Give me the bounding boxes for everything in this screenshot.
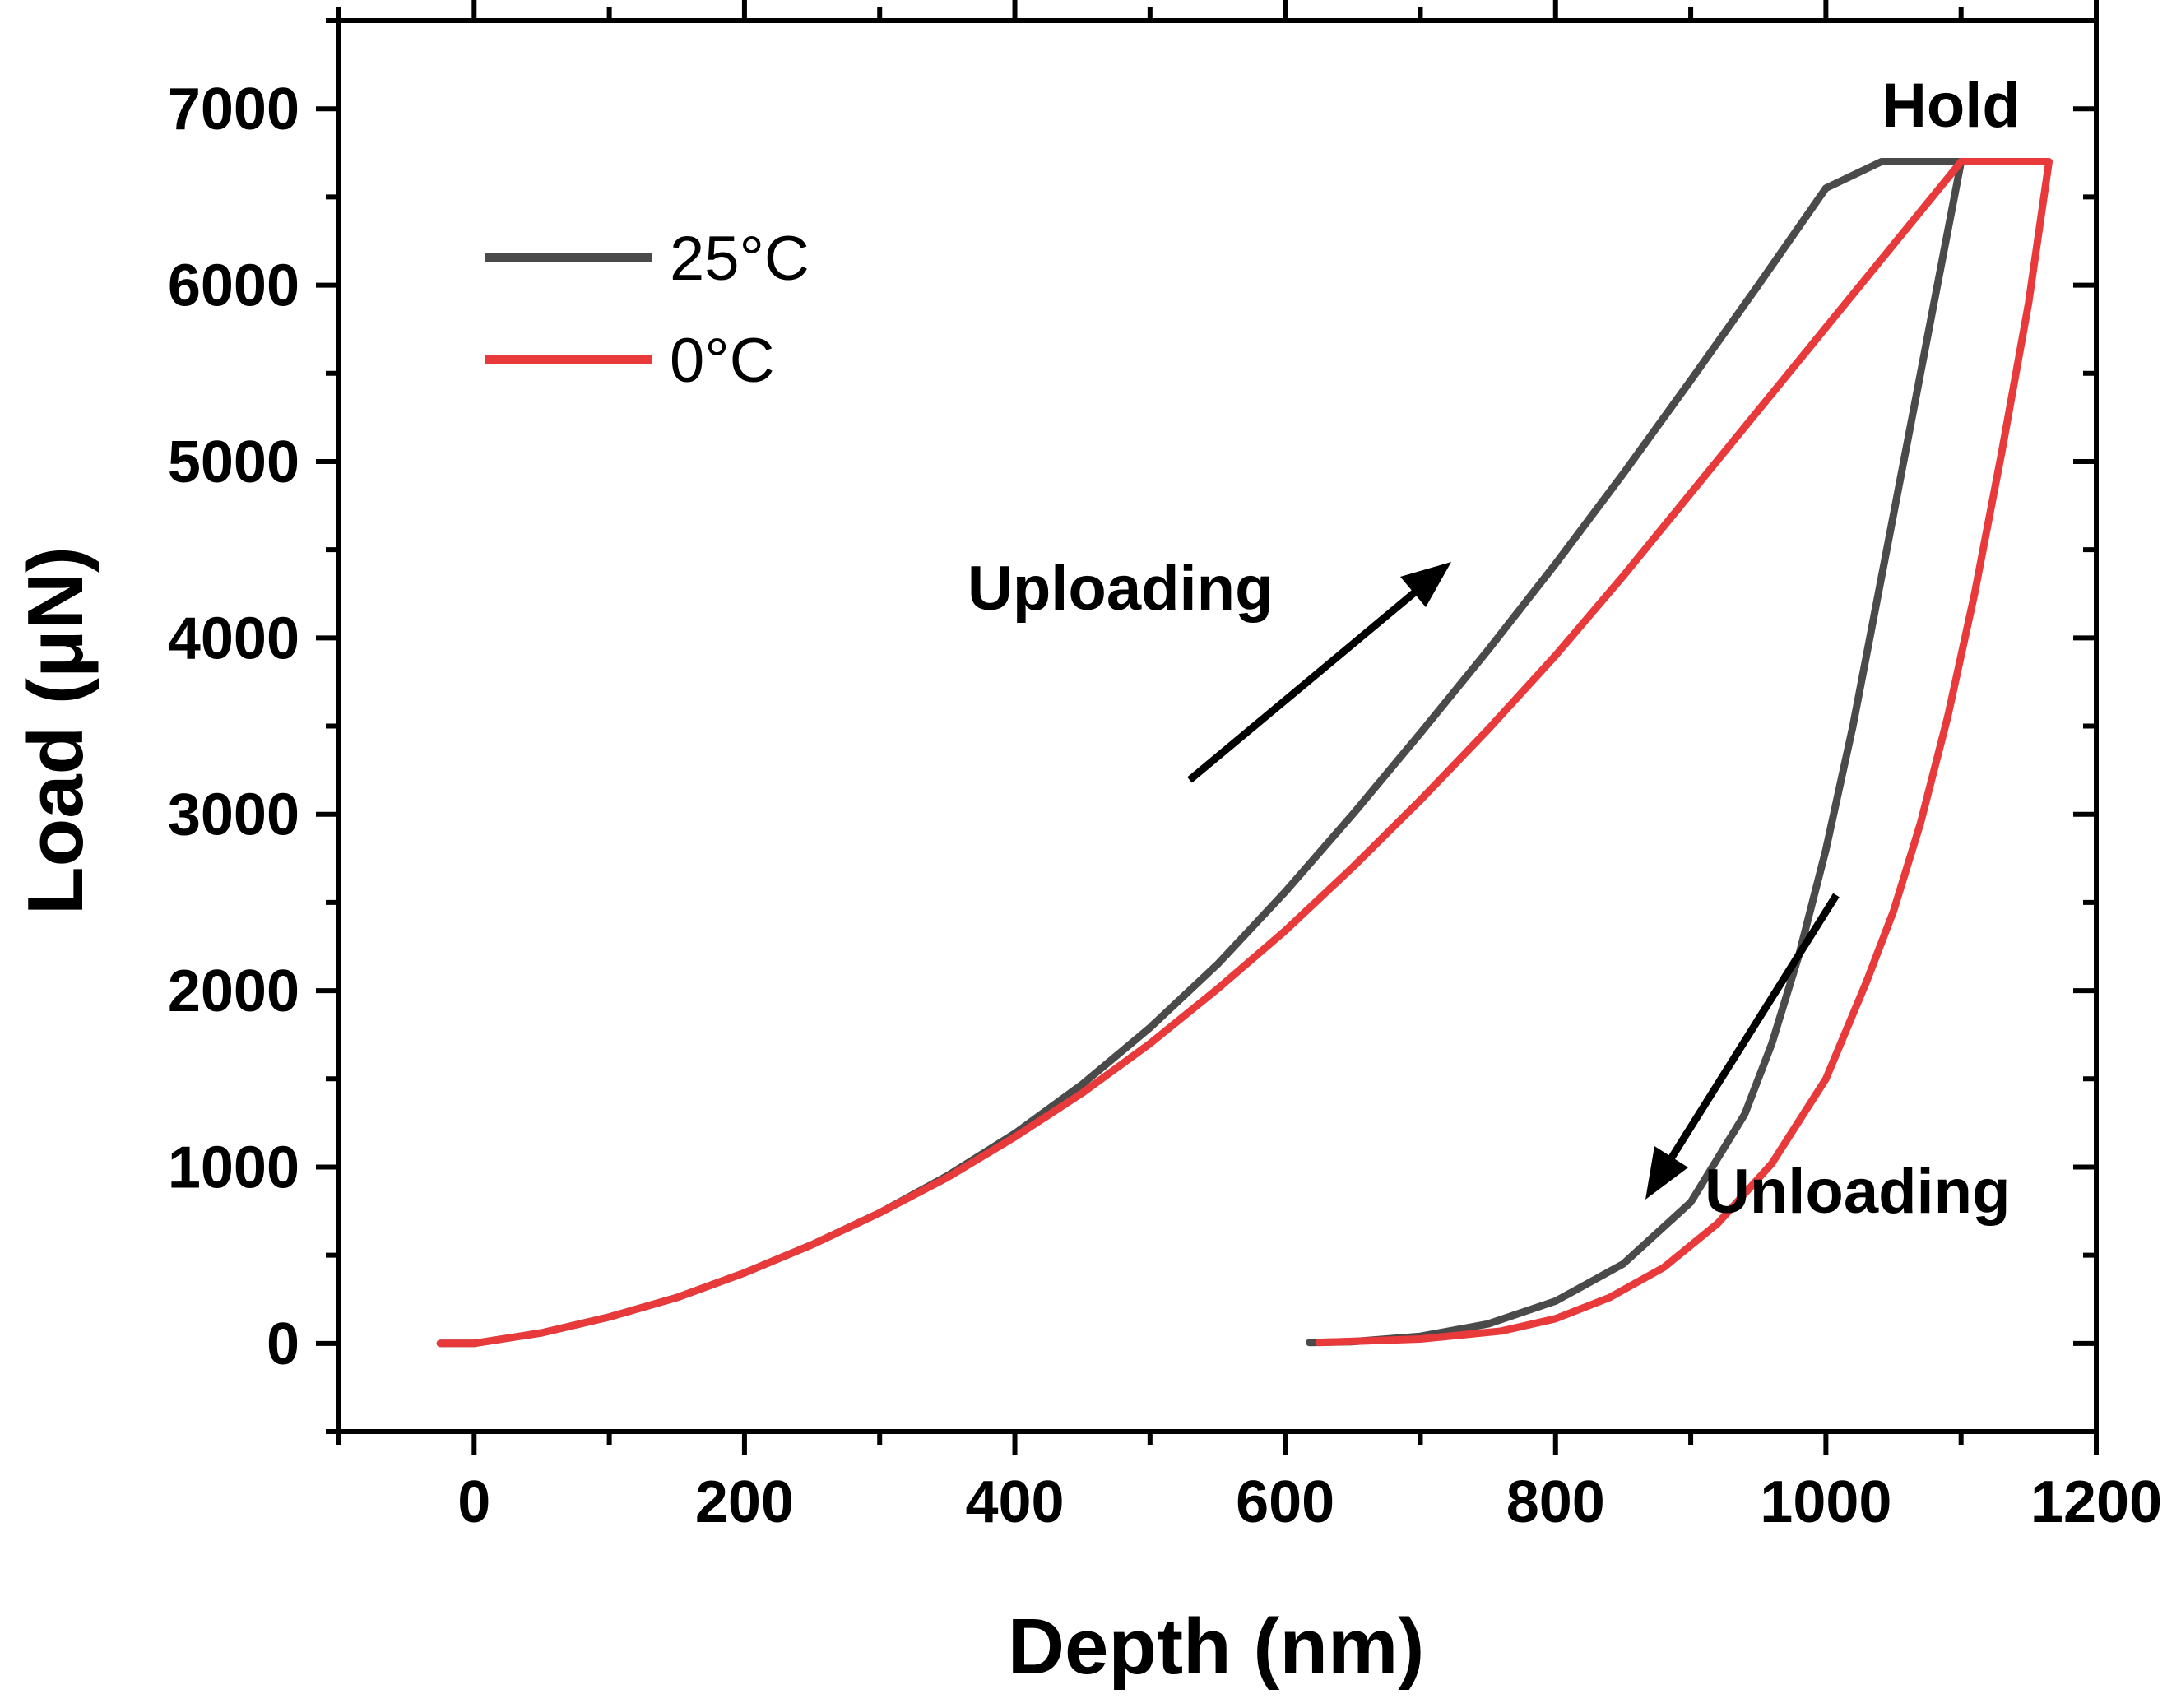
y-tick-label: 3000 xyxy=(168,782,299,848)
y-tick-label: 2000 xyxy=(168,958,299,1024)
series-layer xyxy=(436,158,2053,1348)
y-tick-label: 1000 xyxy=(168,1135,299,1200)
annotation-uploading: Uploading xyxy=(968,554,1274,624)
annotation-unloading: Unloading xyxy=(1705,1157,2011,1227)
y-tick-label: 4000 xyxy=(168,606,299,671)
y-axis-title: Load (μN) xyxy=(12,546,100,915)
x-tick-label: 1000 xyxy=(1760,1469,1891,1535)
annotation-hold: Hold xyxy=(1882,71,2021,141)
y-tick-label: 0 xyxy=(267,1311,299,1377)
arrow-uploading xyxy=(1187,562,1451,783)
x-axis-title: Depth (nm) xyxy=(1008,1603,1425,1691)
arrow-unloading xyxy=(1645,893,1840,1200)
legend: 25°C 0°C xyxy=(485,224,810,396)
y-tick-label: 6000 xyxy=(168,253,299,319)
x-tick-label: 400 xyxy=(965,1469,1064,1535)
y-tick-label: 7000 xyxy=(168,77,299,142)
y-tick-label: 5000 xyxy=(168,429,299,495)
ticks-layer: 0 200 400 600 800 1000 1200 0 1000 2000 3000 4000 50… xyxy=(168,0,2162,1535)
x-tick-label: 0 xyxy=(457,1469,490,1535)
legend-label-0c: 0°C xyxy=(670,326,775,396)
x-tick-label: 800 xyxy=(1506,1469,1605,1535)
series-line-0c xyxy=(436,158,2053,1348)
x-tick-label: 600 xyxy=(1236,1469,1334,1535)
x-tick-label: 1200 xyxy=(2030,1469,2162,1535)
x-tick-label: 200 xyxy=(695,1469,794,1535)
annotations: Hold Uploading Unloading xyxy=(968,71,2021,1227)
legend-label-25c: 25°C xyxy=(670,224,810,294)
